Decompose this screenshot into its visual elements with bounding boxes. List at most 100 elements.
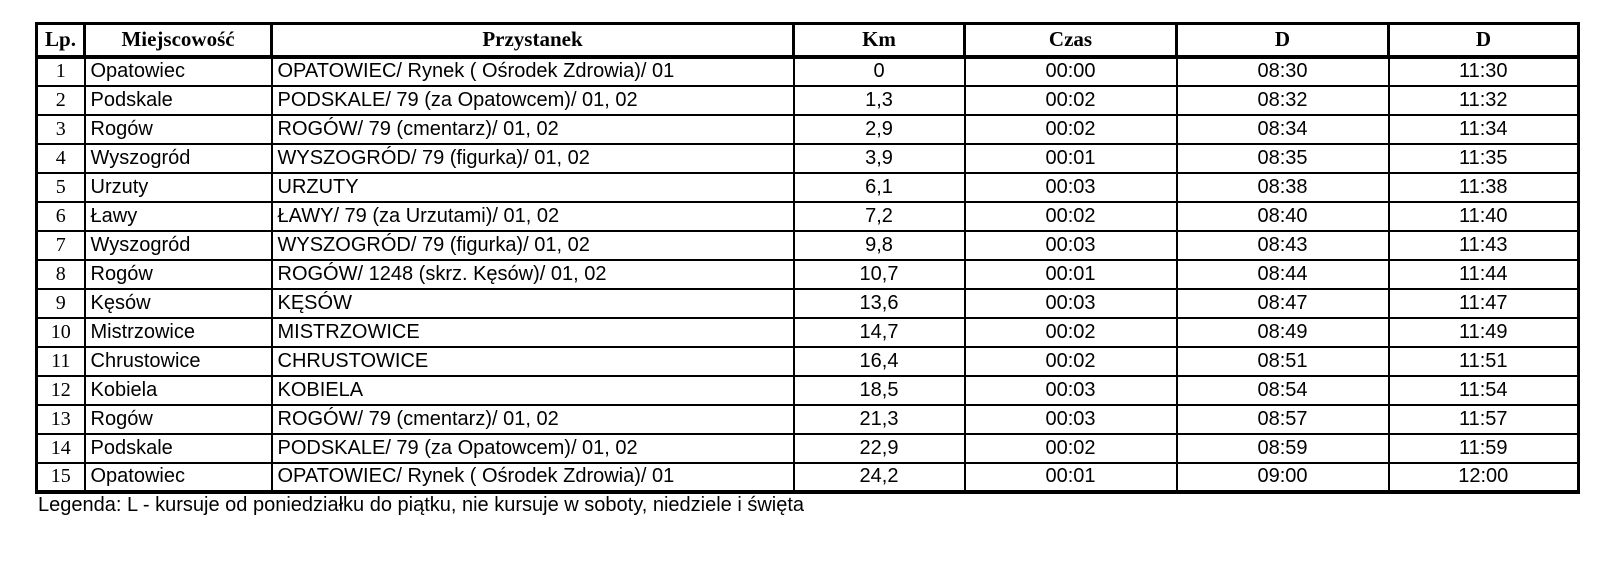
cell-czas: 00:03 xyxy=(963,287,1178,319)
column-header-d2: D xyxy=(1387,22,1580,59)
column-header-d1: D xyxy=(1175,22,1390,59)
cell-d1: 08:40 xyxy=(1175,200,1390,232)
table-row: 4 Wyszogród WYSZOGRÓD/ 79 (figurka)/ 01, 0… xyxy=(35,142,1580,174)
cell-d2: 11:44 xyxy=(1387,258,1580,290)
cell-d2: 11:35 xyxy=(1387,142,1580,174)
cell-d1: 08:34 xyxy=(1175,113,1390,145)
cell-d1: 08:54 xyxy=(1175,374,1390,406)
cell-d1: 08:49 xyxy=(1175,316,1390,348)
cell-miejscowosc: Rogów xyxy=(83,258,273,290)
cell-d1: 08:30 xyxy=(1175,55,1390,87)
column-header-czas: Czas xyxy=(963,22,1178,59)
cell-km: 22,9 xyxy=(792,432,966,464)
table-row: 8 Rogów ROGÓW/ 1248 (skrz. Kęsów)/ 01, 02 1… xyxy=(35,258,1580,290)
cell-czas: 00:02 xyxy=(963,432,1178,464)
cell-lp: 7 xyxy=(35,229,86,261)
cell-czas: 00:02 xyxy=(963,345,1178,377)
cell-d2: 12:00 xyxy=(1387,461,1580,494)
cell-km: 0 xyxy=(792,55,966,87)
table-row: 1 Opatowiec OPATOWIEC/ Rynek ( Ośrodek Zdr… xyxy=(35,55,1580,87)
cell-d2: 11:57 xyxy=(1387,403,1580,435)
cell-czas: 00:03 xyxy=(963,374,1178,406)
cell-miejscowosc: Opatowiec xyxy=(83,55,273,87)
cell-lp: 9 xyxy=(35,287,86,319)
cell-czas: 00:00 xyxy=(963,55,1178,87)
cell-przystanek: OPATOWIEC/ Rynek ( Ośrodek Zdrowia)/ 01 xyxy=(270,461,795,494)
cell-lp: 10 xyxy=(35,316,86,348)
cell-przystanek: URZUTY xyxy=(270,171,795,203)
cell-lp: 2 xyxy=(35,84,86,116)
cell-miejscowosc: Chrustowice xyxy=(83,345,273,377)
cell-d2: 11:59 xyxy=(1387,432,1580,464)
timetable-body: 1 Opatowiec OPATOWIEC/ Rynek ( Ośrodek Zdr… xyxy=(35,55,1580,494)
cell-lp: 4 xyxy=(35,142,86,174)
cell-miejscowosc: Rogów xyxy=(83,113,273,145)
cell-czas: 00:01 xyxy=(963,461,1178,494)
cell-lp: 5 xyxy=(35,171,86,203)
cell-czas: 00:02 xyxy=(963,316,1178,348)
table-row: 6 Ławy ŁAWY/ 79 (za Urzutami)/ 01, 02 7,2 00… xyxy=(35,200,1580,232)
cell-miejscowosc: Opatowiec xyxy=(83,461,273,494)
cell-km: 7,2 xyxy=(792,200,966,232)
cell-przystanek: WYSZOGRÓD/ 79 (figurka)/ 01, 02 xyxy=(270,229,795,261)
cell-przystanek: OPATOWIEC/ Rynek ( Ośrodek Zdrowia)/ 01 xyxy=(270,55,795,87)
cell-d2: 11:30 xyxy=(1387,55,1580,87)
cell-lp: 11 xyxy=(35,345,86,377)
cell-km: 21,3 xyxy=(792,403,966,435)
table-row: 15 Opatowiec OPATOWIEC/ Rynek ( Ośrodek Zd… xyxy=(35,461,1580,494)
table-row: 7 Wyszogród WYSZOGRÓD/ 79 (figurka)/ 01, 0… xyxy=(35,229,1580,261)
cell-d1: 08:38 xyxy=(1175,171,1390,203)
cell-miejscowosc: Podskale xyxy=(83,432,273,464)
table-row: 14 Podskale PODSKALE/ 79 (za Opatowcem)/ 0… xyxy=(35,432,1580,464)
cell-lp: 1 xyxy=(35,55,86,87)
cell-czas: 00:02 xyxy=(963,113,1178,145)
cell-miejscowosc: Podskale xyxy=(83,84,273,116)
cell-km: 14,7 xyxy=(792,316,966,348)
column-header-przystanek: Przystanek xyxy=(270,22,795,59)
cell-przystanek: ROGÓW/ 79 (cmentarz)/ 01, 02 xyxy=(270,113,795,145)
column-header-lp: Lp. xyxy=(35,22,86,59)
cell-czas: 00:02 xyxy=(963,200,1178,232)
cell-d1: 08:47 xyxy=(1175,287,1390,319)
cell-d1: 08:59 xyxy=(1175,432,1390,464)
cell-lp: 14 xyxy=(35,432,86,464)
cell-czas: 00:03 xyxy=(963,171,1178,203)
cell-miejscowosc: Wyszogród xyxy=(83,229,273,261)
table-row: 2 Podskale PODSKALE/ 79 (za Opatowcem)/ 01… xyxy=(35,84,1580,116)
cell-przystanek: PODSKALE/ 79 (za Opatowcem)/ 01, 02 xyxy=(270,84,795,116)
cell-lp: 6 xyxy=(35,200,86,232)
cell-d1: 08:51 xyxy=(1175,345,1390,377)
cell-d1: 08:35 xyxy=(1175,142,1390,174)
timetable-header-row: Lp. Miejscowość Przystanek Km Czas D D xyxy=(35,22,1580,59)
cell-d1: 08:44 xyxy=(1175,258,1390,290)
cell-przystanek: WYSZOGRÓD/ 79 (figurka)/ 01, 02 xyxy=(270,142,795,174)
cell-d2: 11:47 xyxy=(1387,287,1580,319)
cell-czas: 00:01 xyxy=(963,258,1178,290)
cell-miejscowosc: Kobiela xyxy=(83,374,273,406)
legend-text: Legenda: L - kursuje od poniedziałku do … xyxy=(38,494,805,516)
table-row: 3 Rogów ROGÓW/ 79 (cmentarz)/ 01, 02 2,9 00:… xyxy=(35,113,1580,145)
cell-km: 3,9 xyxy=(792,142,966,174)
cell-przystanek: ŁAWY/ 79 (za Urzutami)/ 01, 02 xyxy=(270,200,795,232)
column-header-miejscowosc: Miejscowość xyxy=(83,22,273,59)
cell-km: 1,3 xyxy=(792,84,966,116)
cell-km: 9,8 xyxy=(792,229,966,261)
cell-d2: 11:43 xyxy=(1387,229,1580,261)
cell-d2: 11:49 xyxy=(1387,316,1580,348)
cell-przystanek: CHRUSTOWICE xyxy=(270,345,795,377)
table-row: 5 Urzuty URZUTY 6,1 00:03 08:38 11:38 xyxy=(35,171,1580,203)
cell-d1: 09:00 xyxy=(1175,461,1390,494)
cell-d2: 11:34 xyxy=(1387,113,1580,145)
cell-czas: 00:01 xyxy=(963,142,1178,174)
cell-d1: 08:43 xyxy=(1175,229,1390,261)
cell-przystanek: KOBIELA xyxy=(270,374,795,406)
cell-d1: 08:32 xyxy=(1175,84,1390,116)
timetable: Lp. Miejscowość Przystanek Km Czas D D 1… xyxy=(35,22,1580,494)
cell-km: 16,4 xyxy=(792,345,966,377)
cell-km: 10,7 xyxy=(792,258,966,290)
cell-km: 24,2 xyxy=(792,461,966,494)
cell-miejscowosc: Mistrzowice xyxy=(83,316,273,348)
table-row: 9 Kęsów KĘSÓW 13,6 00:03 08:47 11:47 xyxy=(35,287,1580,319)
cell-d2: 11:40 xyxy=(1387,200,1580,232)
cell-km: 6,1 xyxy=(792,171,966,203)
